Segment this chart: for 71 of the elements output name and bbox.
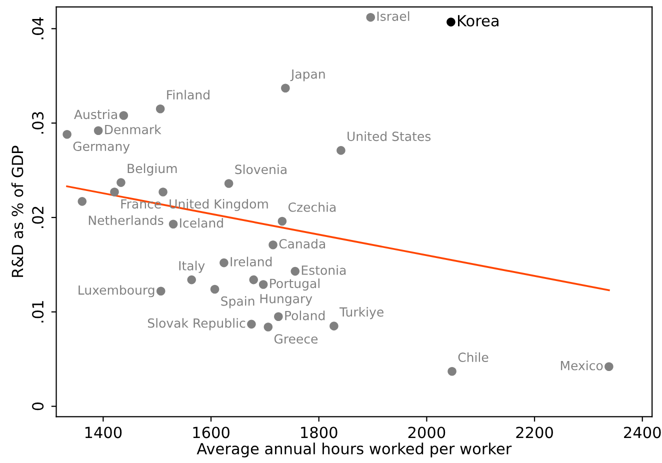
point: [336, 146, 346, 155]
annotation: Korea: [458, 15, 498, 26]
annotation: Belgium: [128, 164, 177, 176]
x-tick-label: 2200: [516, 426, 553, 438]
point: [448, 366, 456, 376]
point: [330, 322, 338, 330]
annotation: Mexico: [560, 360, 603, 370]
x-tick-label: 2400: [624, 426, 661, 438]
annotation: Portugal: [270, 278, 320, 291]
point: [446, 18, 456, 26]
annotation: Iceland: [180, 218, 223, 228]
y-tick-label: .01: [32, 301, 44, 322]
annotation: Luxembourg: [78, 285, 154, 298]
point: [274, 312, 283, 322]
point: [220, 258, 228, 268]
point: [366, 12, 376, 22]
annotation: Poland: [285, 310, 325, 320]
annotation: Germany: [73, 142, 130, 154]
point: [290, 266, 300, 276]
annotation: France: [121, 199, 161, 209]
point: [224, 179, 234, 188]
annotation: Hungary: [260, 294, 312, 306]
point: [94, 126, 103, 136]
x-axis-title: Average annual hours worked per worker: [196, 442, 512, 458]
annotation: Finland: [167, 90, 210, 100]
point: [158, 188, 168, 196]
point: [62, 130, 72, 139]
point: [110, 188, 119, 196]
point: [156, 286, 166, 296]
point: [156, 104, 165, 114]
annotation: Canada: [279, 238, 326, 248]
x-tick-label: 1600: [193, 426, 230, 438]
y-tick-label: .03: [32, 112, 44, 134]
annotation: Chile: [458, 352, 488, 362]
point: [249, 275, 258, 284]
point: [247, 320, 256, 329]
annotation: Israel: [377, 11, 410, 21]
point: [268, 240, 278, 250]
point: [604, 362, 614, 372]
y-tick-label: 0: [32, 402, 44, 410]
x-tick-label: 1400: [85, 426, 122, 438]
annotation: Denmark: [105, 124, 162, 134]
annotation: Austria: [74, 109, 117, 120]
x-tick-label: 1800: [301, 426, 338, 438]
y-tick-label: .04: [32, 17, 44, 40]
point: [187, 275, 196, 284]
annotation: Turkiye: [339, 307, 384, 320]
point: [210, 284, 220, 294]
annotation: Netherlands: [88, 215, 164, 225]
annotation: Estonia: [302, 265, 346, 275]
annotation: United States: [348, 131, 431, 142]
point: [116, 178, 126, 187]
x-tick-label: 2000: [408, 426, 446, 438]
point: [278, 216, 287, 226]
y-axis-title: R&D as % of GDP: [11, 146, 24, 277]
point: [264, 322, 273, 332]
point: [281, 84, 290, 93]
annotation: Ireland: [230, 256, 272, 266]
point: [119, 111, 128, 120]
annotation: Slovenia: [235, 164, 286, 174]
annotation: Spain: [221, 296, 254, 308]
annotation: Italy: [179, 260, 205, 273]
point: [168, 220, 178, 228]
y-tick-label: .02: [32, 206, 44, 228]
annotation: Japan: [290, 69, 325, 82]
point: [78, 197, 87, 206]
annotation: United Kingdom: [170, 198, 268, 212]
point: [258, 280, 268, 289]
annotation: Czechia: [288, 202, 336, 212]
annotation: Slovak Republic: [148, 318, 246, 330]
annotation: Greece: [274, 334, 318, 344]
